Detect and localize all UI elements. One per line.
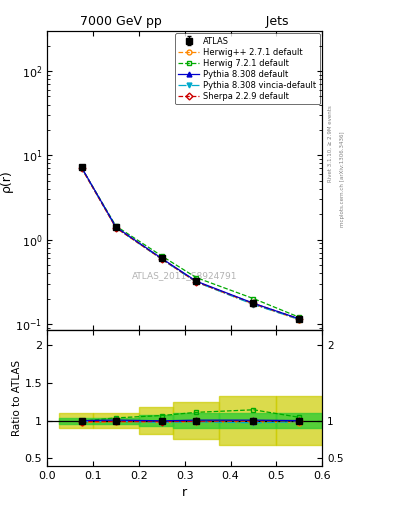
Pythia 8.308 default	[297, 316, 302, 322]
Bar	[276, 396, 322, 445]
Bar	[219, 396, 276, 445]
Line: Pythia 8.308 default: Pythia 8.308 default	[79, 165, 302, 321]
Bar	[219, 413, 276, 428]
Bar	[173, 402, 219, 439]
Pythia 8.308 vincia-default	[114, 224, 118, 230]
Line: Pythia 8.308 vincia-default: Pythia 8.308 vincia-default	[79, 165, 302, 322]
Herwig++ 2.7.1 default	[79, 165, 84, 172]
Line: Sherpa 2.2.9 default: Sherpa 2.2.9 default	[79, 165, 302, 321]
Sherpa 2.2.9 default	[194, 279, 198, 285]
Herwig 7.2.1 default	[251, 295, 256, 302]
Herwig 7.2.1 default	[79, 164, 84, 170]
Herwig++ 2.7.1 default	[114, 225, 118, 231]
Text: ATLAS_2011_S8924791: ATLAS_2011_S8924791	[132, 271, 237, 281]
Pythia 8.308 vincia-default	[160, 256, 164, 262]
Herwig++ 2.7.1 default	[251, 301, 256, 307]
Herwig++ 2.7.1 default	[297, 317, 302, 323]
Text: Rivet 3.1.10, ≥ 2.9M events: Rivet 3.1.10, ≥ 2.9M events	[328, 105, 333, 182]
Herwig 7.2.1 default	[297, 314, 302, 321]
Herwig 7.2.1 default	[114, 223, 118, 229]
Bar	[173, 413, 219, 428]
Pythia 8.308 default	[251, 300, 256, 306]
Pythia 8.308 default	[114, 224, 118, 230]
Line: Herwig 7.2.1 default: Herwig 7.2.1 default	[79, 165, 302, 319]
Line: Herwig++ 2.7.1 default: Herwig++ 2.7.1 default	[79, 166, 302, 322]
Text: mcplots.cern.ch [arXiv:1306.3436]: mcplots.cern.ch [arXiv:1306.3436]	[340, 132, 345, 227]
Legend: ATLAS, Herwig++ 2.7.1 default, Herwig 7.2.1 default, Pythia 8.308 default, Pythi: ATLAS, Herwig++ 2.7.1 default, Herwig 7.…	[175, 33, 320, 104]
Pythia 8.308 vincia-default	[194, 279, 198, 285]
Pythia 8.308 default	[79, 164, 84, 170]
Bar	[139, 415, 173, 426]
Herwig 7.2.1 default	[194, 274, 198, 281]
Sherpa 2.2.9 default	[251, 301, 256, 307]
Sherpa 2.2.9 default	[297, 316, 302, 322]
Pythia 8.308 default	[194, 278, 198, 284]
Herwig++ 2.7.1 default	[194, 279, 198, 285]
Bar	[276, 413, 322, 428]
Sherpa 2.2.9 default	[160, 256, 164, 262]
Y-axis label: ρ(r): ρ(r)	[0, 169, 13, 191]
Pythia 8.308 default	[160, 255, 164, 262]
Sherpa 2.2.9 default	[79, 165, 84, 171]
Title: 7000 GeV pp                          Jets: 7000 GeV pp Jets	[81, 15, 289, 28]
Sherpa 2.2.9 default	[114, 225, 118, 231]
Bar	[59, 413, 93, 428]
Herwig++ 2.7.1 default	[160, 256, 164, 262]
Bar	[93, 418, 139, 423]
Bar	[139, 407, 173, 434]
Pythia 8.308 vincia-default	[79, 165, 84, 171]
Herwig 7.2.1 default	[160, 253, 164, 259]
X-axis label: r: r	[182, 486, 187, 499]
Y-axis label: Ratio to ATLAS: Ratio to ATLAS	[12, 360, 22, 436]
Pythia 8.308 vincia-default	[297, 316, 302, 323]
Bar	[93, 413, 139, 428]
Bar	[59, 418, 93, 423]
Pythia 8.308 vincia-default	[251, 302, 256, 308]
